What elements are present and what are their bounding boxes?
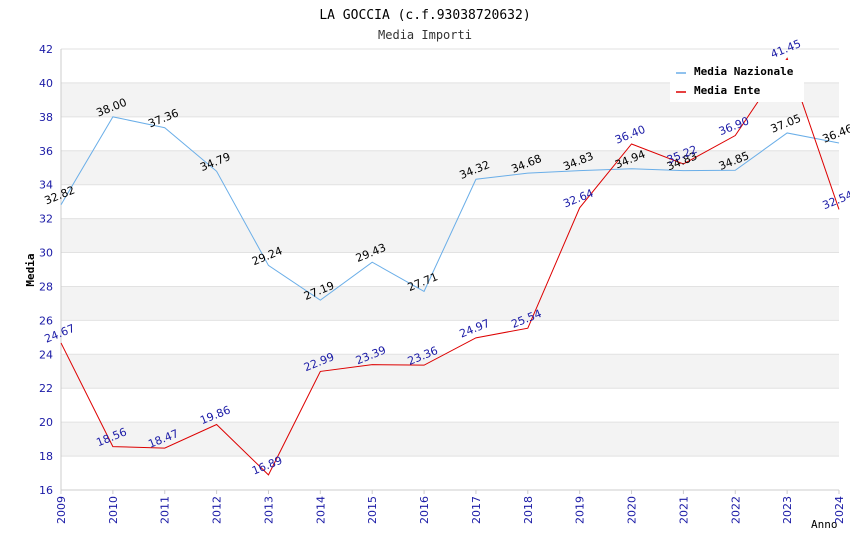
- x-tick-label: 2019: [574, 496, 587, 524]
- legend-label-ente: Media Ente: [694, 84, 761, 97]
- grid-band: [61, 252, 839, 287]
- x-tick-label: 2022: [729, 496, 742, 524]
- chart-title: LA GOCCIA (c.f.93038720632): [319, 8, 530, 23]
- x-tick-label: 2014: [314, 496, 327, 524]
- grid-band: [61, 184, 839, 219]
- x-axis-ticks: 2009 2010 2011 2012 2013 2014 2015 2016 2017 2018…: [55, 496, 846, 524]
- grid-band: [61, 320, 839, 355]
- x-tick-label: 2012: [211, 496, 224, 524]
- x-tick-label: 2015: [366, 496, 379, 524]
- grid-band: [61, 354, 839, 389]
- y-tick-label: 16: [39, 484, 53, 497]
- y-tick-label: 30: [39, 247, 53, 260]
- y-tick-label: 24: [39, 348, 53, 361]
- grid-band: [61, 286, 839, 321]
- y-tick-label: 18: [39, 450, 53, 463]
- y-tick-label: 42: [39, 43, 53, 56]
- y-tick-label: 36: [39, 145, 53, 158]
- grid-band: [61, 388, 839, 423]
- grid-band: [61, 116, 839, 151]
- x-tick-label: 2010: [107, 496, 120, 524]
- grid-lines: [60, 48, 840, 494]
- grid-band: [61, 456, 839, 490]
- y-tick-label: 32: [39, 213, 53, 226]
- x-axis-label: Anno: [811, 518, 838, 531]
- y-tick-label: 34: [39, 179, 53, 192]
- grid-band: [61, 150, 839, 185]
- y-tick-label: 20: [39, 416, 53, 429]
- x-tick-label: 2021: [677, 496, 690, 524]
- series-lines: [60, 57, 840, 476]
- x-tick-label: 2018: [522, 496, 535, 524]
- x-tick-label: 2009: [55, 496, 68, 524]
- x-tick-label: 2011: [159, 496, 172, 524]
- chart-subtitle: Media Importi: [378, 28, 472, 42]
- y-tick-label: 38: [39, 111, 53, 124]
- series-line-ente: [60, 57, 840, 476]
- y-tick-label: 22: [39, 382, 53, 395]
- legend-box: [670, 60, 804, 102]
- x-tick-label: 2024: [833, 496, 846, 524]
- x-tick-label: 2013: [262, 496, 275, 524]
- y-tick-label: 28: [39, 280, 53, 293]
- y-axis-label: Media: [24, 253, 37, 286]
- series-line-nazionale: [60, 116, 840, 301]
- y-tick-label: 26: [39, 314, 53, 327]
- y-tick-label: 40: [39, 77, 53, 90]
- x-tick-label: 2020: [626, 496, 639, 524]
- x-tick-label: 2017: [470, 496, 483, 524]
- x-tick-label: 2023: [781, 496, 794, 524]
- legend: Media Nazionale Media Ente: [670, 60, 804, 102]
- x-tick-label: 2016: [418, 496, 431, 524]
- y-axis-ticks: 16 18 20 22 24 26 28 30 32 34 36 38 40 42: [39, 43, 53, 497]
- grid-band: [61, 422, 839, 457]
- legend-label-nazionale: Media Nazionale: [694, 65, 794, 78]
